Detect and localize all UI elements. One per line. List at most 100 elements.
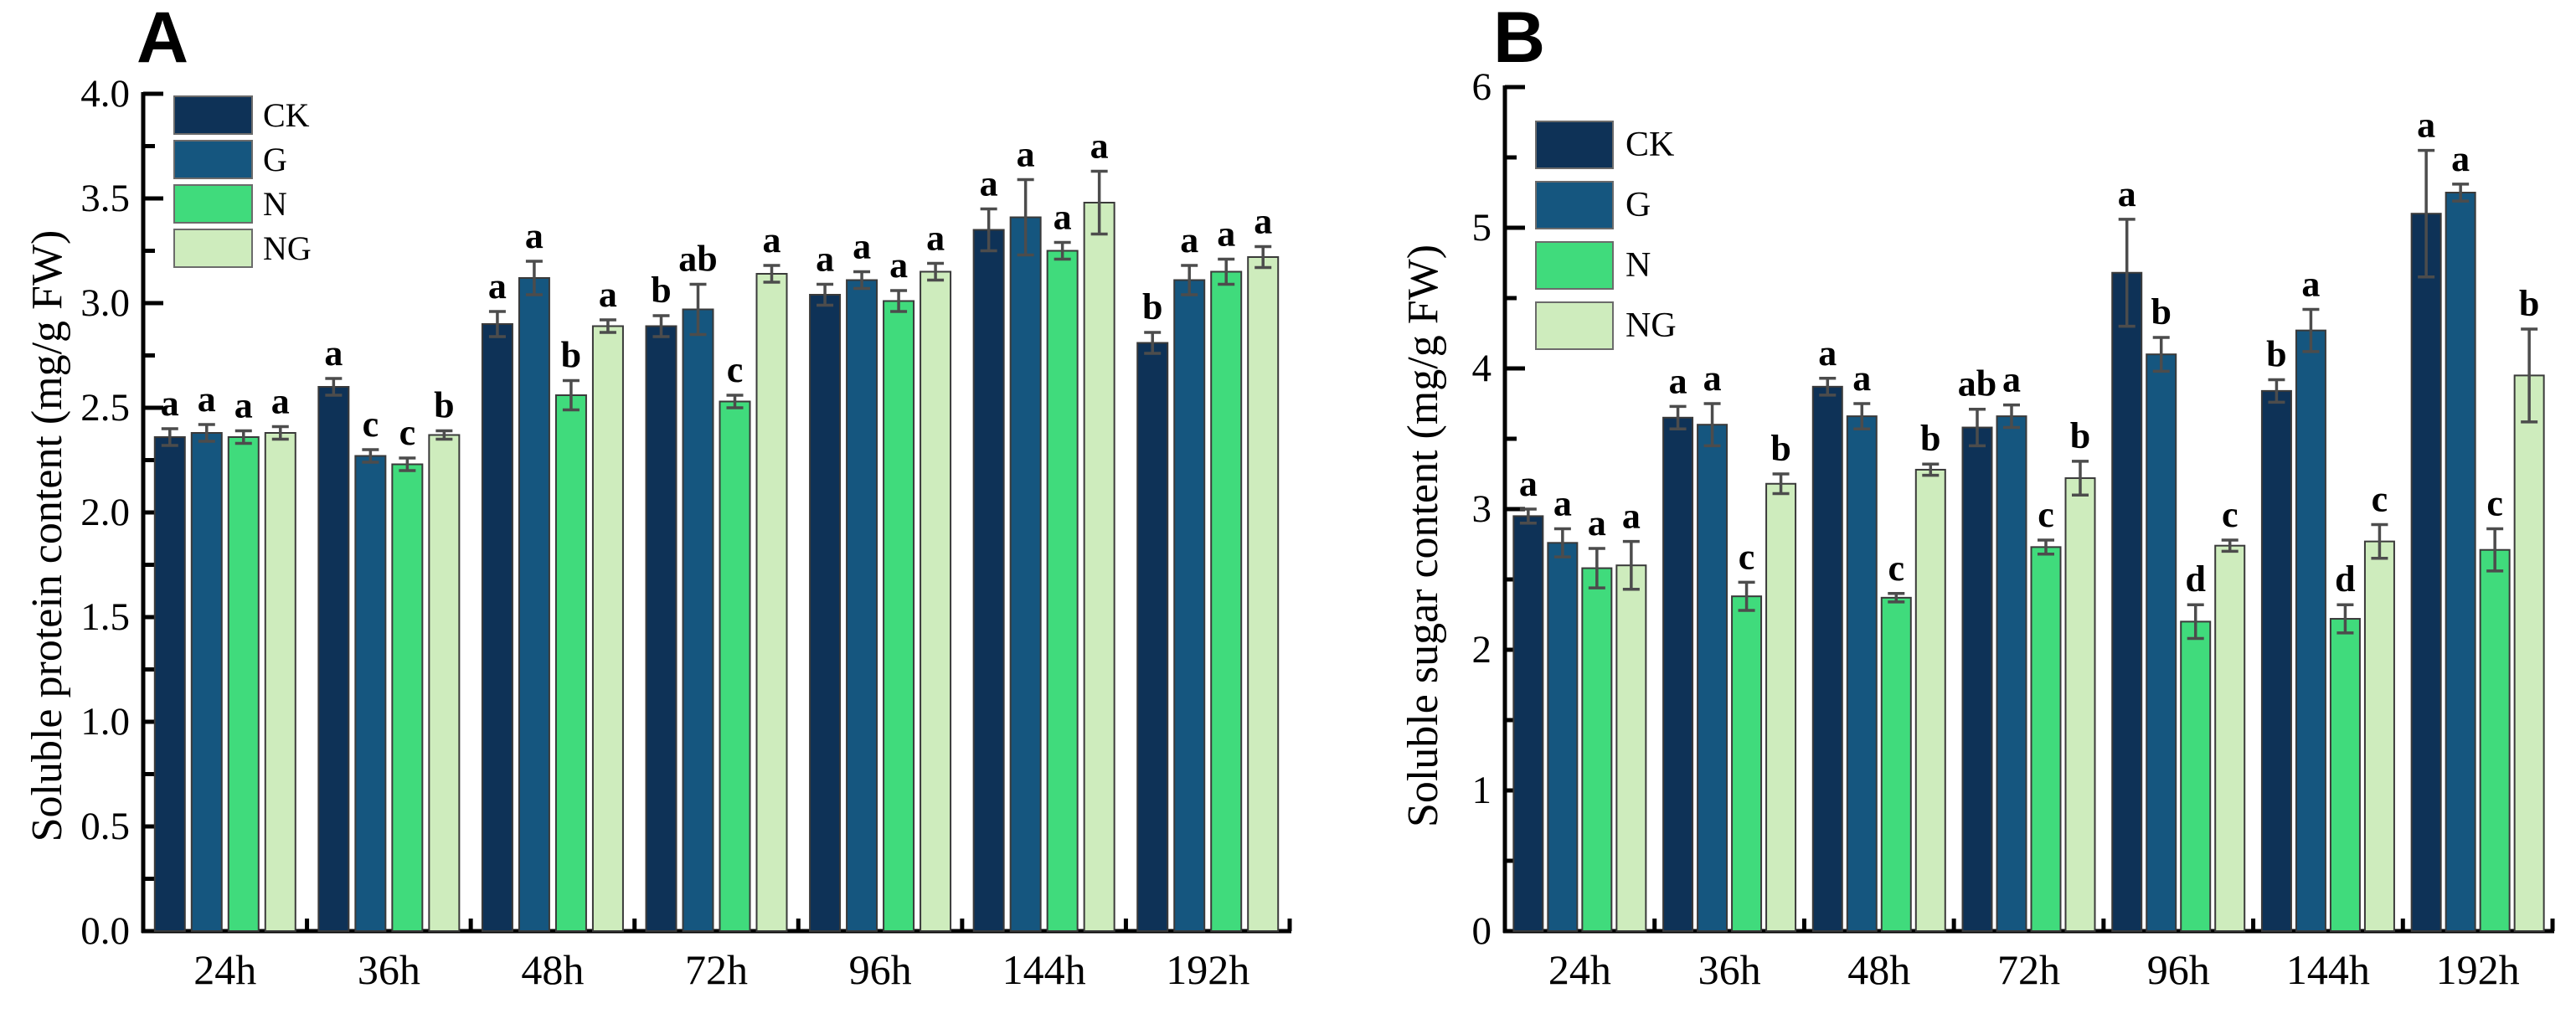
- x-tick-label-48h: 48h: [521, 946, 584, 993]
- sig-letter-b-N-192h: c: [2486, 483, 2503, 524]
- bar-a-NG-144h: [1083, 202, 1115, 932]
- y-tick-label: 1.5: [80, 595, 130, 639]
- legend-row-G: G: [173, 140, 287, 179]
- bar-a-NG-36h: [428, 434, 461, 932]
- sig-letter-a-NG-192h: a: [1254, 201, 1272, 242]
- y-tick-label: 3: [1472, 487, 1492, 531]
- y-tick-label: 3.5: [80, 177, 130, 220]
- bar-b-N-36h: [1731, 595, 1763, 932]
- panel-a-y-axis-title: Soluble protein content (mg/g FW): [23, 229, 71, 842]
- sig-letter-b-NG-96h: c: [2222, 494, 2239, 535]
- sig-letter-b-N-144h: d: [2335, 558, 2355, 600]
- bar-a-N-36h: [391, 463, 424, 932]
- legend-row-NG: NG: [1535, 301, 1677, 350]
- bar-b-N-72h: [2030, 546, 2062, 932]
- sig-letter-a-CK-48h: a: [488, 265, 507, 306]
- sig-letter-b-G-192h: a: [2451, 138, 2470, 179]
- sig-letter-b-G-36h: a: [1703, 358, 1722, 399]
- bar-b-G-192h: [2445, 192, 2476, 932]
- bar-a-N-72h: [719, 400, 751, 932]
- bar-b-NG-48h: [1914, 468, 1946, 932]
- bar-b-N-144h: [2329, 618, 2361, 932]
- sig-letter-b-CK-192h: a: [2417, 105, 2435, 146]
- sig-letter-a-CK-72h: b: [651, 270, 671, 311]
- bar-a-G-24h: [190, 432, 223, 932]
- bar-a-NG-48h: [591, 325, 624, 932]
- legend-row-N: N: [173, 184, 287, 224]
- sig-letter-a-CK-96h: a: [816, 239, 834, 280]
- y-tick-label: 5: [1472, 206, 1492, 250]
- y-tick-label: 4.0: [80, 72, 130, 116]
- y-tick-label: 2.5: [80, 386, 130, 430]
- bar-a-G-192h: [1173, 279, 1206, 932]
- bar-a-G-72h: [682, 308, 714, 932]
- bar-b-G-96h: [2146, 353, 2177, 932]
- bar-b-CK-144h: [2260, 389, 2292, 932]
- sig-letter-b-NG-24h: a: [1622, 496, 1641, 537]
- y-tick-label: 6: [1472, 65, 1492, 109]
- sig-letter-b-CK-48h: a: [1818, 332, 1837, 373]
- bar-b-CK-192h: [2410, 213, 2442, 932]
- bar-a-N-24h: [227, 436, 260, 932]
- bar-b-N-192h: [2479, 548, 2511, 932]
- bar-b-CK-48h: [1811, 385, 1843, 932]
- sig-letter-b-CK-144h: b: [2266, 333, 2286, 374]
- sig-letter-a-CK-36h: a: [324, 332, 343, 373]
- y-tick-label: 1.0: [80, 700, 130, 744]
- sig-letter-a-CK-24h: a: [161, 383, 179, 424]
- sig-letter-b-G-144h: a: [2301, 263, 2320, 304]
- bar-a-NG-72h: [755, 273, 788, 932]
- bar-a-G-96h: [846, 279, 878, 932]
- y-tick-label: 0: [1472, 909, 1492, 953]
- legend-label-N: N: [263, 184, 287, 223]
- sig-letter-a-G-36h: c: [363, 404, 379, 445]
- sig-letter-a-N-24h: a: [234, 385, 253, 426]
- x-tick-label-36h: 36h: [358, 946, 420, 993]
- sig-letter-a-NG-144h: a: [1090, 126, 1109, 167]
- sig-letter-b-N-48h: c: [1888, 548, 1905, 589]
- bar-b-NG-72h: [2064, 477, 2096, 932]
- legend-swatch-CK: [173, 95, 253, 135]
- y-tick-label: 1: [1472, 769, 1492, 812]
- legend-label-NG: NG: [263, 229, 312, 267]
- bar-b-NG-96h: [2214, 544, 2246, 932]
- bar-a-G-144h: [1009, 216, 1042, 932]
- sig-letter-a-NG-48h: a: [599, 274, 617, 315]
- sig-letter-b-N-24h: a: [1588, 502, 1606, 543]
- bar-a-N-144h: [1046, 250, 1079, 932]
- sig-letter-b-G-48h: a: [1852, 358, 1871, 399]
- sig-letter-b-NG-144h: c: [2372, 478, 2388, 519]
- bar-a-NG-96h: [920, 270, 952, 932]
- legend-label-CK: CK: [1625, 126, 1675, 164]
- sig-letter-a-NG-24h: a: [271, 381, 290, 422]
- sig-letter-a-G-144h: a: [1017, 134, 1035, 175]
- sig-letter-b-CK-24h: a: [1519, 463, 1538, 504]
- bar-b-CK-96h: [2111, 271, 2143, 932]
- bar-a-CK-192h: [1136, 342, 1169, 932]
- sig-letter-a-N-192h: a: [1217, 214, 1235, 255]
- bar-a-N-192h: [1210, 270, 1243, 932]
- sig-letter-b-NG-192h: b: [2519, 283, 2539, 324]
- bar-b-G-48h: [1846, 415, 1878, 932]
- x-tick-label-192h: 192h: [1166, 946, 1249, 993]
- bar-b-G-36h: [1697, 424, 1728, 932]
- sig-letter-a-G-48h: a: [525, 215, 544, 256]
- legend-swatch-CK: [1535, 121, 1614, 169]
- bar-a-CK-96h: [809, 294, 842, 932]
- legend-label-CK: CK: [263, 95, 310, 134]
- bar-b-G-144h: [2295, 329, 2326, 932]
- bar-b-G-24h: [1547, 542, 1579, 932]
- bar-b-CK-36h: [1662, 416, 1694, 932]
- sig-letter-a-G-24h: a: [198, 378, 216, 419]
- legend-row-CK: CK: [1535, 121, 1674, 169]
- bar-b-N-96h: [2180, 620, 2212, 933]
- x-tick-label-24h: 24h: [1548, 946, 1611, 993]
- bar-a-N-96h: [883, 300, 915, 932]
- legend-swatch-NG: [1535, 301, 1614, 350]
- panel-a-label: A: [137, 0, 189, 78]
- x-tick-label-144h: 144h: [1002, 946, 1086, 993]
- legend-label-N: N: [1625, 246, 1651, 285]
- sig-letter-a-CK-192h: b: [1142, 286, 1162, 327]
